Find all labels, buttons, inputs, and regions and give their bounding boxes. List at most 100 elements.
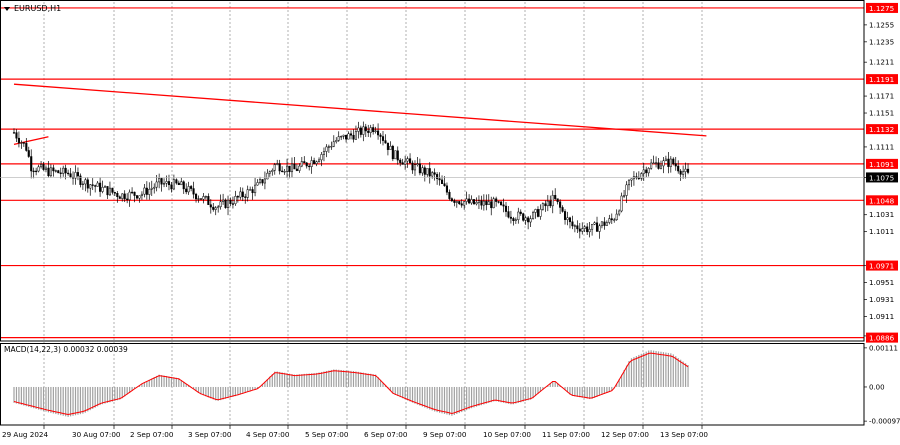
candle-body [583, 226, 586, 229]
candle-body [623, 195, 626, 197]
candle-body [657, 162, 660, 169]
candle-body [536, 209, 540, 217]
candle-body [337, 136, 340, 141]
candle-body [409, 158, 412, 164]
candle-body [32, 170, 35, 173]
candle-body [613, 219, 616, 221]
candle-body [180, 181, 183, 186]
candle-body [103, 186, 107, 188]
candles [12, 121, 690, 239]
candle-body [426, 168, 429, 175]
candle-body [679, 170, 682, 175]
grid [43, 2, 703, 425]
candle-body [177, 182, 180, 186]
candle-body [495, 198, 498, 202]
x-tick-label: 4 Sep 07:00 [246, 430, 290, 439]
candle-body [194, 193, 198, 200]
candle-body [170, 184, 173, 190]
candle-body [226, 199, 230, 208]
level-price-text: 1.0886 [869, 334, 895, 343]
candle-body [455, 201, 458, 203]
current-price-tag [866, 172, 898, 183]
dropdown-arrow-icon[interactable] [4, 7, 10, 11]
candle-body [655, 162, 658, 164]
symbol-title-text: EURUSD,H1 [14, 4, 61, 13]
candle-body [541, 203, 544, 210]
candle-body [182, 181, 185, 190]
candle-body [303, 161, 306, 164]
candle-body [150, 187, 153, 190]
candle-body [573, 225, 576, 227]
candle-body [593, 222, 596, 225]
candle-body [369, 127, 372, 133]
y-tick-label: 1.1031 [869, 210, 894, 219]
candle-body [96, 182, 99, 187]
candle-body [549, 200, 552, 207]
candle-body [472, 199, 476, 205]
candle-body [551, 195, 554, 207]
level-price-tag [866, 2, 898, 13]
macd-pane-frame [0, 343, 865, 426]
candle-body [401, 162, 404, 165]
candle-body [598, 225, 601, 232]
candle-body [64, 167, 67, 174]
candle-body [512, 218, 515, 221]
macd-signal-line [13, 352, 689, 416]
candle-body [686, 168, 690, 173]
level-price-text: 1.1132 [869, 125, 894, 134]
candle-body [185, 188, 188, 193]
candle-body [645, 169, 648, 174]
candle-body [482, 200, 485, 206]
candle-body [330, 146, 333, 148]
candle-body [69, 173, 72, 178]
candle-body [288, 165, 291, 173]
candle-body [317, 159, 321, 163]
candle-body [477, 200, 480, 203]
level-price-tag [866, 260, 898, 271]
candle-body [204, 196, 207, 198]
candle-body [480, 200, 483, 206]
candle-body [140, 193, 143, 196]
candle-body [340, 136, 343, 138]
candle-body [244, 196, 247, 198]
candle-body [465, 198, 468, 202]
candle-body [386, 142, 389, 150]
candle-body [517, 211, 520, 220]
candle-body [522, 213, 525, 221]
candle-body [335, 140, 338, 143]
candle-body [642, 169, 645, 174]
candle-body [532, 212, 535, 219]
candle-body [438, 178, 441, 181]
candle-body [440, 179, 444, 184]
candle-body [603, 221, 606, 226]
x-tick-label: 10 Sep 07:00 [483, 430, 531, 439]
candle-body [99, 182, 102, 192]
candle-body [586, 226, 589, 233]
candle-body [155, 181, 158, 188]
level-price-text: 1.1191 [869, 75, 894, 84]
candle-body [394, 150, 397, 160]
candle-body [327, 146, 330, 148]
candle-body [143, 187, 146, 195]
candle-body [352, 134, 355, 140]
y-tick-label: 1.1235 [869, 37, 894, 46]
candle-body [234, 196, 237, 205]
candle-body [278, 163, 281, 172]
candle-body [263, 178, 266, 184]
x-tick-label: 11 Sep 07:00 [542, 430, 590, 439]
level-price-tag [866, 74, 898, 85]
level-price-tag [866, 124, 898, 135]
candle-body [377, 130, 380, 136]
candle-body [431, 172, 434, 177]
candle-body [684, 168, 687, 172]
candle-body [37, 166, 40, 172]
candle-body [667, 158, 670, 167]
price-axis: 1.1255 1.1235 1.1211 1.1171 1.1151 1.1111 1.10… [0, 2, 900, 426]
candle-body [84, 179, 87, 185]
trendline[interactable] [13, 83, 707, 137]
candle-body [239, 191, 242, 198]
candle-body [113, 192, 116, 194]
candle-body [175, 179, 178, 184]
candle-body [677, 165, 680, 172]
